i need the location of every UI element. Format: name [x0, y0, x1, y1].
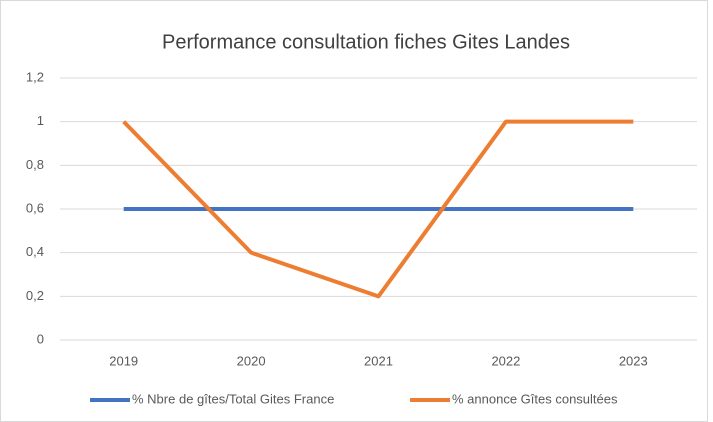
y-tick-label: 0,6 [26, 200, 44, 215]
legend-label: % Nbre de gîtes/Total Gites France [132, 391, 334, 406]
x-tick-label: 2022 [491, 353, 520, 368]
y-tick-label: 0,2 [26, 288, 44, 303]
y-tick-label: 0 [37, 331, 44, 346]
x-tick-label: 2023 [619, 353, 648, 368]
x-tick-label: 2020 [237, 353, 266, 368]
chart-title: Performance consultation fiches Gites La… [162, 31, 570, 53]
y-tick-label: 1,2 [26, 69, 44, 84]
legend-label: % annonce Gîtes consultées [452, 391, 618, 406]
y-tick-label: 0,8 [26, 157, 44, 172]
y-tick-label: 0,4 [26, 244, 44, 259]
y-tick-label: 1 [37, 113, 44, 128]
line [122, 119, 634, 299]
x-tick-label: 2021 [364, 353, 393, 368]
x-tick-label: 2019 [109, 353, 138, 368]
